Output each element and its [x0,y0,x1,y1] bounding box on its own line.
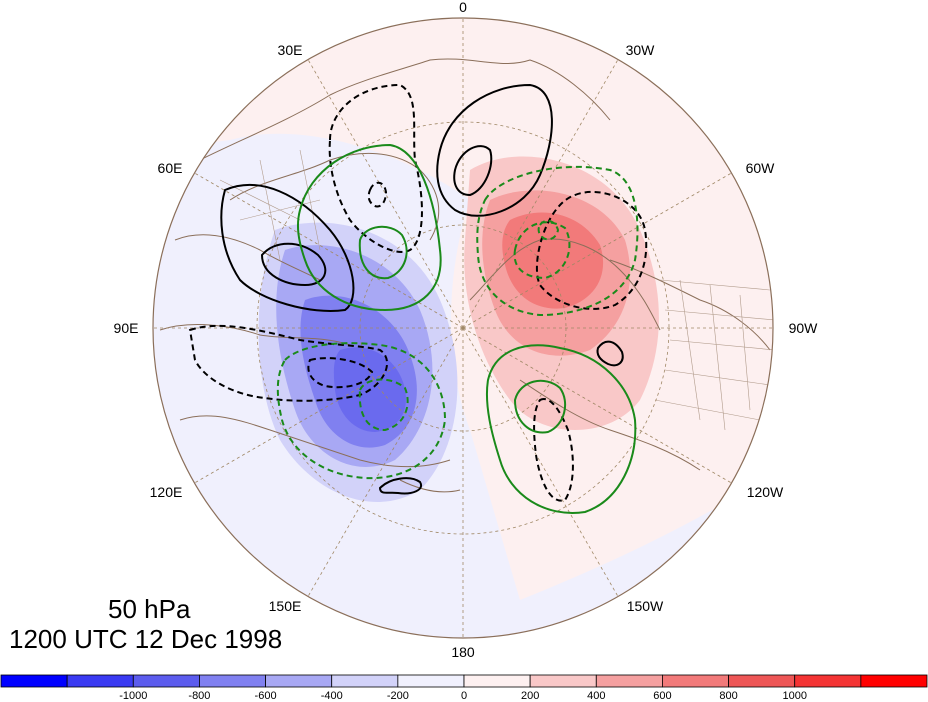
lon-label-150w: 150W [627,598,664,614]
colorbar-tick-label: 0 [461,690,467,702]
green-contours [296,143,637,514]
colorbar-swatch [397,674,465,688]
coastlines [159,58,771,493]
colorbar-swatch [199,674,266,688]
colorbar-tick-label: -600 [255,690,277,702]
lon-label-180: 180 [451,644,475,660]
colorbar-swatch [66,674,134,688]
lon-label-90w: 90W [789,320,819,336]
lon-label-30w: 30W [626,42,656,58]
colorbar-tick-label: -200 [387,690,409,702]
colorbar-swatch [463,674,531,688]
colorbar-swatch [132,674,200,688]
colorbar-swatch [794,674,862,688]
colorbar-swatch [529,674,597,688]
colorbar: -1000 -800 -600 -400 -200 0 200 400 600 800 1000 [0,674,928,702]
graticule [153,18,773,638]
colorbar-swatch [662,674,729,688]
lon-label-60w: 60W [746,160,776,176]
colorbar-tick-label: 1000 [782,690,806,702]
lon-label-30e: 30E [278,42,303,58]
title-level: 50 hPa [108,594,191,624]
colorbar-tick-label: -400 [321,690,343,702]
colorbar-swatch [728,674,796,688]
colorbar-swatch [860,674,928,688]
colorbar-tick-label: 200 [521,690,539,702]
colorbar-tick-label: 600 [653,690,671,702]
lon-label-60e: 60E [158,160,183,176]
lon-label-120w: 120W [747,484,784,500]
colorbar-swatch [331,674,399,688]
lon-label-120e: 120E [150,484,183,500]
globe-outline [152,17,774,639]
colorbar-tick-label: 800 [719,690,737,702]
political-borders [219,149,773,431]
lon-label-0: 0 [459,0,467,15]
colorbar-labels: -1000 -800 -600 -400 -200 0 200 400 600 800 1000 [119,690,807,702]
colorbar-swatch [595,674,663,688]
lon-label-150e: 150E [269,598,302,614]
longitude-labels: 0 30W 60W 90W 120W 150W 180 150E 120E 90… [114,0,819,660]
title-time: 1200 UTC 12 Dec 1998 [9,624,283,654]
colorbar-swatches [0,674,928,688]
black-dashed-contours [188,83,648,502]
lon-label-90e: 90E [114,320,139,336]
colorbar-swatch [265,674,333,688]
colorbar-tick-label: 400 [587,690,605,702]
colorbar-swatch [0,674,68,688]
colorbar-tick-label: -800 [188,690,210,702]
polar-stereographic-map: 0 30W 60W 90W 120W 150W 180 150E 120E 90… [114,0,819,660]
green-dashed-contours [276,165,639,480]
colorbar-tick-label: -1000 [119,690,147,702]
